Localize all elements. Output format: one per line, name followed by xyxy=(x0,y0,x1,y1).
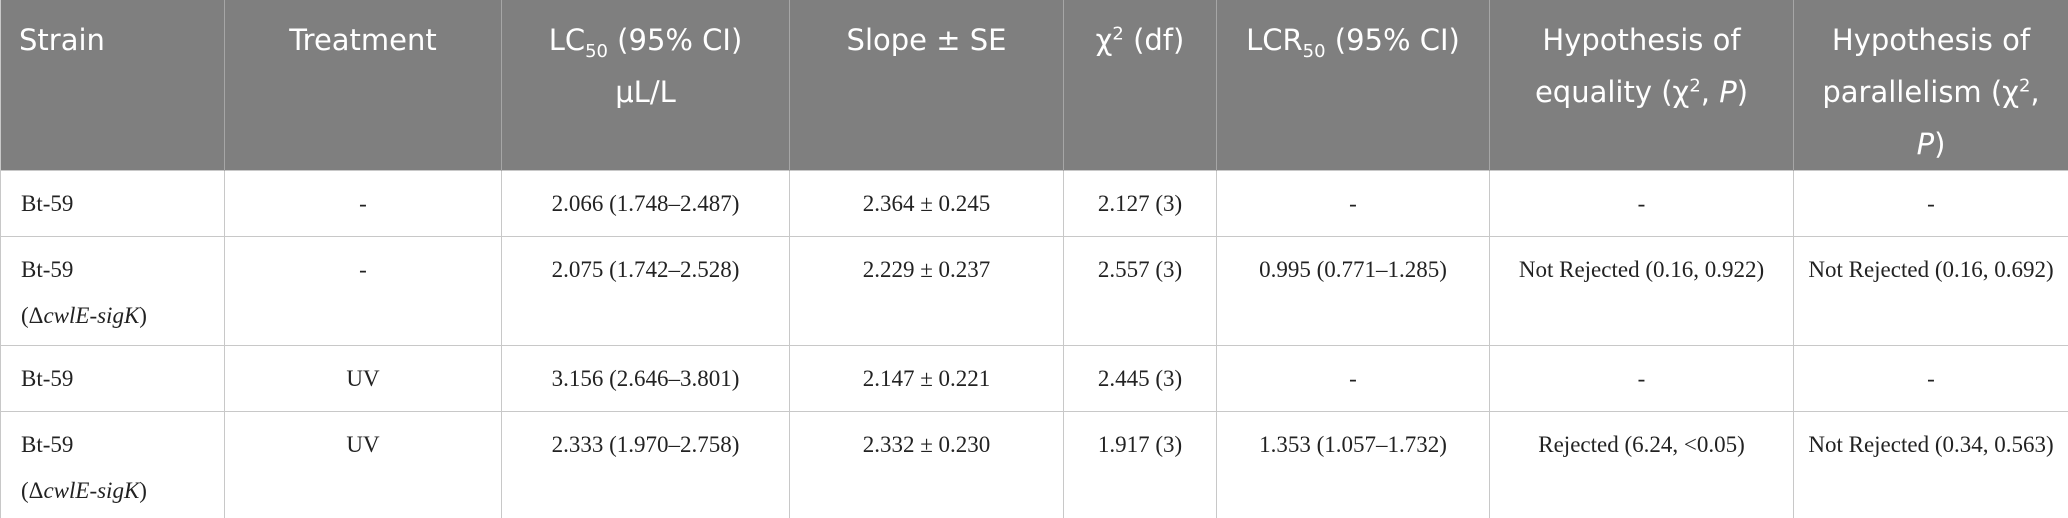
table-cell: - xyxy=(1489,170,1794,237)
cell-text: 2.557 (3) xyxy=(1097,257,1183,282)
header-cell: Strain xyxy=(0,0,225,171)
table-cell: - xyxy=(1216,345,1490,412)
cell-text: 2.229 ± 0.237 xyxy=(862,257,991,282)
cell-text: Not Rejected (0.16, 0.922) xyxy=(1518,257,1765,282)
table-cell: 2.147 ± 0.221 xyxy=(789,345,1064,412)
cell-text: UV xyxy=(346,366,380,391)
cell-text: - xyxy=(359,191,367,216)
table-cell: 2.445 (3) xyxy=(1063,345,1217,412)
strain-cell: Bt-59 xyxy=(0,170,225,237)
table-cell: - xyxy=(1489,345,1794,412)
cell-text: - xyxy=(1349,366,1357,391)
cell-text: 1.917 (3) xyxy=(1097,432,1183,457)
table-row: Bt-59 UV 3.156 (2.646–3.801) 2.147 ± 0.221 2… xyxy=(0,345,2068,412)
cell-text: cwlE-sigK xyxy=(43,478,140,503)
cell-text: 2.127 (3) xyxy=(1097,191,1183,216)
table-cell: 3.156 (2.646–3.801) xyxy=(501,345,790,412)
header-cell: LC50 (95% CI) μL/L xyxy=(501,0,790,171)
table-cell: 2.066 (1.748–2.487) xyxy=(501,170,790,237)
cell-text: 2.332 ± 0.230 xyxy=(862,432,991,457)
cell-text: 2.364 ± 0.245 xyxy=(862,191,991,216)
table-cell: 2.557 (3) xyxy=(1063,236,1217,346)
table-cell: Rejected (6.24, <0.05) xyxy=(1489,411,1794,518)
table-cell: - xyxy=(1216,170,1490,237)
table-cell: - xyxy=(224,170,502,237)
cell-text: 2.066 (1.748–2.487) xyxy=(551,191,740,216)
cell-text: 2.075 (1.742–2.528) xyxy=(551,257,740,282)
table-cell: 2.333 (1.970–2.758) xyxy=(501,411,790,518)
cell-text: Bt-59 xyxy=(21,257,74,282)
table-cell: 2.075 (1.742–2.528) xyxy=(501,236,790,346)
cell-text: ) xyxy=(139,478,147,503)
cell-text: UV xyxy=(346,432,380,457)
strain-cell: Bt-59 (ΔcwlE-sigK) xyxy=(0,236,225,346)
cell-text: 2.445 (3) xyxy=(1097,366,1183,391)
cell-text: - xyxy=(359,257,367,282)
header-cell: Hypothesis of equality (χ2, P) xyxy=(1489,0,1794,171)
cell-text: 3.156 (2.646–3.801) xyxy=(551,366,740,391)
cell-text: 2.147 ± 0.221 xyxy=(862,366,991,391)
header-row: Strain Treatment LC50 (95% CI) μL/L Slope… xyxy=(0,0,2068,171)
table-cell: 0.995 (0.771–1.285) xyxy=(1216,236,1490,346)
cell-text: Not Rejected (0.34, 0.563) xyxy=(1808,432,2054,457)
cell-text: cwlE-sigK xyxy=(43,303,140,328)
table-cell: 2.332 ± 0.230 xyxy=(789,411,1064,518)
strain-cell: Bt-59 xyxy=(0,345,225,412)
strain-cell: Bt-59 (ΔcwlE-sigK) xyxy=(0,411,225,518)
table-cell: 2.364 ± 0.245 xyxy=(789,170,1064,237)
cell-text: (Δ xyxy=(21,478,44,503)
cell-text: - xyxy=(1637,191,1646,216)
cell-text: Rejected (6.24, <0.05) xyxy=(1538,432,1745,457)
cell-text: 1.353 (1.057–1.732) xyxy=(1259,432,1447,457)
cell-text: Bt-59 xyxy=(21,191,74,216)
cell-text: 0.995 (0.771–1.285) xyxy=(1259,257,1447,282)
cell-text: - xyxy=(1349,191,1357,216)
cell-text: - xyxy=(1637,366,1646,391)
table-row: Bt-59 (ΔcwlE-sigK) UV 2.333 (1.970–2.758) 2.… xyxy=(0,411,2068,518)
cell-text: - xyxy=(1927,366,1935,391)
table-cell: Not Rejected (0.16, 0.922) xyxy=(1489,236,1794,346)
header-cell: Hypothesis of parallelism (χ2, P) xyxy=(1793,0,2068,171)
cell-text: ) xyxy=(139,303,147,328)
table-cell: 2.229 ± 0.237 xyxy=(789,236,1064,346)
table-cell: 2.127 (3) xyxy=(1063,170,1217,237)
table-cell: 1.353 (1.057–1.732) xyxy=(1216,411,1490,518)
table-cell: UV xyxy=(224,345,502,412)
cell-text: Not Rejected (0.16, 0.692) xyxy=(1808,257,2054,282)
cell-text: - xyxy=(1927,191,1935,216)
table-row: Bt-59 - 2.066 (1.748–2.487) 2.364 ± 0.245 2.… xyxy=(0,170,2068,237)
header-cell: Slope ± SE xyxy=(789,0,1064,171)
cell-text: 2.333 (1.970–2.758) xyxy=(551,432,740,457)
table-cell: - xyxy=(224,236,502,346)
table-cell: - xyxy=(1793,345,2068,412)
header-cell: χ2 (df) xyxy=(1063,0,1217,171)
header-cell: Treatment xyxy=(224,0,502,171)
table-row: Bt-59 (ΔcwlE-sigK) - 2.075 (1.742–2.528) 2.2… xyxy=(0,236,2068,346)
table-body: Bt-59 - 2.066 (1.748–2.487) 2.364 ± 0.245 2.… xyxy=(0,170,2068,518)
cell-text: Bt-59 xyxy=(21,366,74,391)
table-cell: Not Rejected (0.34, 0.563) xyxy=(1793,411,2068,518)
cell-text: Bt-59 xyxy=(21,432,74,457)
table-cell: - xyxy=(1793,170,2068,237)
cell-text: (Δ xyxy=(21,303,44,328)
header-cell: LCR50 (95% CI) xyxy=(1216,0,1490,171)
table-cell: UV xyxy=(224,411,502,518)
table-cell: 1.917 (3) xyxy=(1063,411,1217,518)
table-cell: Not Rejected (0.16, 0.692) xyxy=(1793,236,2068,346)
